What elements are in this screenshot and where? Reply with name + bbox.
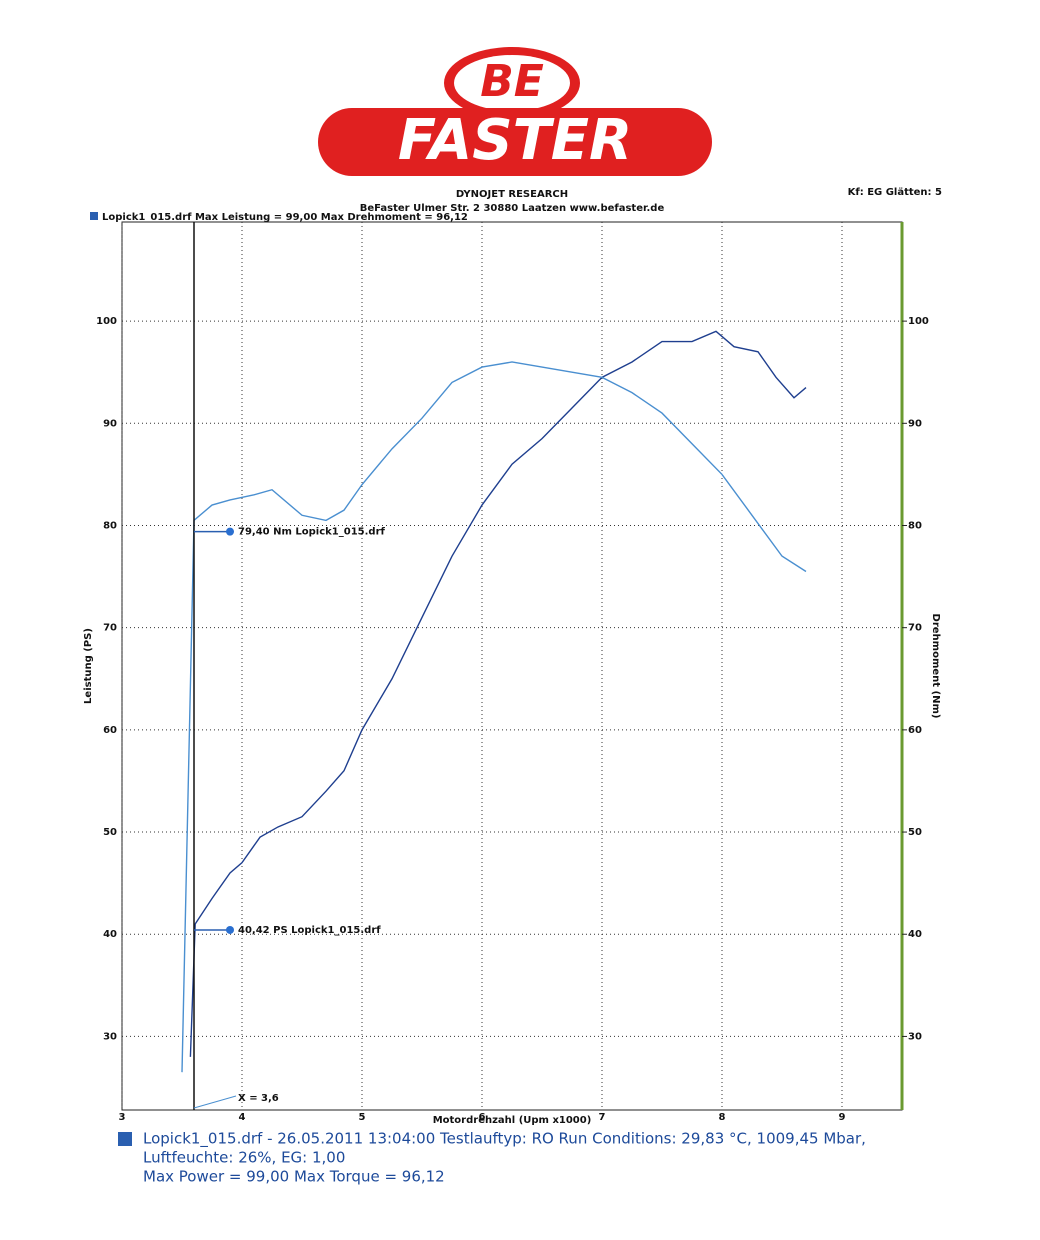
y2-tick-label: 60 xyxy=(908,725,922,736)
annotation-marker xyxy=(226,527,234,536)
logo-top: BE xyxy=(480,56,544,107)
x-tick-label: 7 xyxy=(599,1112,606,1123)
x-tick-label: 8 xyxy=(719,1112,726,1123)
x-axis-label: Motordrehzahl (Upm x1000) xyxy=(433,1115,592,1126)
plot-frame xyxy=(121,221,903,1111)
line-series xyxy=(189,330,807,1057)
legend: Lopick1_015.drf Max Leistung = 99,00 Max… xyxy=(102,212,468,223)
annotation-marker xyxy=(226,925,234,934)
x-tick-label: 9 xyxy=(839,1112,846,1123)
line-series xyxy=(181,361,807,1073)
y2-tick-label: 100 xyxy=(908,316,929,327)
footer-line: Max Power = 99,00 Max Torque = 96,12 xyxy=(143,1168,445,1186)
x-tick-label: 6 xyxy=(479,1112,486,1123)
y-tick-label: 50 xyxy=(103,827,117,838)
y-tick-label: 30 xyxy=(103,1031,117,1042)
y-tick-label: 100 xyxy=(96,316,117,327)
footer-swatch xyxy=(118,1132,132,1146)
y-tick-label: 70 xyxy=(103,623,117,634)
y-tick-label: 40 xyxy=(103,929,117,940)
cursor-label: X = 3,6 xyxy=(238,1093,279,1104)
y2-axis-label: Drehmoment (Nm) xyxy=(930,614,941,719)
annotation-label: 79,40 Nm Lopick1_015.drf xyxy=(238,527,386,538)
cursor-pointer xyxy=(193,1095,237,1109)
y2-tick-label: 30 xyxy=(908,1031,922,1042)
y2-tick-label: 50 xyxy=(908,827,922,838)
footer-line: Lopick1_015.drf - 26.05.2011 13:04:00 Te… xyxy=(143,1130,866,1149)
settings: Kf: EG Glätten: 5 xyxy=(848,187,942,198)
logo-bottom: FASTER xyxy=(398,108,632,173)
x-tick-label: 5 xyxy=(359,1112,366,1123)
legend-swatch xyxy=(90,212,98,220)
y-axis-label: Leistung (PS) xyxy=(83,628,94,704)
y2-tick-label: 40 xyxy=(908,929,922,940)
annotation-label: 40,42 PS Lopick1_015.drf xyxy=(238,925,381,936)
y2-tick-label: 70 xyxy=(908,623,922,634)
y-tick-label: 90 xyxy=(103,418,117,429)
x-tick-label: 4 xyxy=(239,1112,246,1123)
y2-tick-label: 80 xyxy=(908,520,922,531)
footer-line: Luftfeuchte: 26%, EG: 1,00 xyxy=(143,1149,345,1167)
address: BeFaster Ulmer Str. 2 30880 Laatzen www.… xyxy=(360,203,665,214)
x-tick-label: 3 xyxy=(119,1112,126,1123)
logo-oval-inner xyxy=(454,55,570,111)
chart-title: DYNOJET RESEARCH xyxy=(456,189,568,200)
y2-tick-label: 90 xyxy=(908,418,922,429)
y-tick-label: 60 xyxy=(103,725,117,736)
logo-bar xyxy=(318,108,712,176)
y-tick-label: 80 xyxy=(103,520,117,531)
